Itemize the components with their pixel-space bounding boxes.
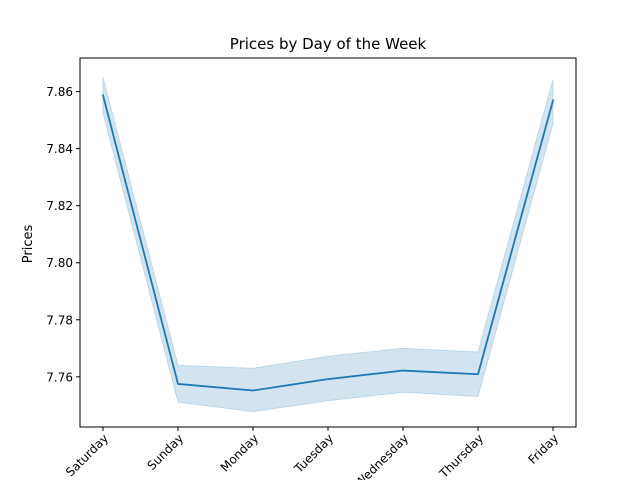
x-tick-label-tuesday: Tuesday xyxy=(291,431,336,476)
x-tick-label-sunday: Sunday xyxy=(144,431,186,473)
confidence-band xyxy=(103,77,553,411)
x-tick-label-monday: Monday xyxy=(218,431,261,474)
y-tick-label: 7.76 xyxy=(46,370,73,384)
y-tick-label: 7.86 xyxy=(46,85,73,99)
x-tick-label-thursday: Thursday xyxy=(436,431,486,480)
y-tick-label: 7.84 xyxy=(46,142,73,156)
y-tick-label: 7.82 xyxy=(46,199,73,213)
x-tick-label-friday: Friday xyxy=(526,431,562,467)
y-axis-label: Prices xyxy=(21,225,36,264)
y-tick-label: 7.78 xyxy=(46,313,73,327)
x-tick-label-saturday: Saturday xyxy=(63,431,111,479)
x-tick-label-wednesday: Wednesday xyxy=(352,431,411,480)
chart-title: Prices by Day of the Week xyxy=(230,35,427,53)
plot-area xyxy=(103,77,553,411)
y-tick-label: 7.80 xyxy=(46,256,73,270)
axes: 7.76 7.78 7.80 7.82 7.84 7.86 Saturday Sunday Mo… xyxy=(46,58,576,480)
